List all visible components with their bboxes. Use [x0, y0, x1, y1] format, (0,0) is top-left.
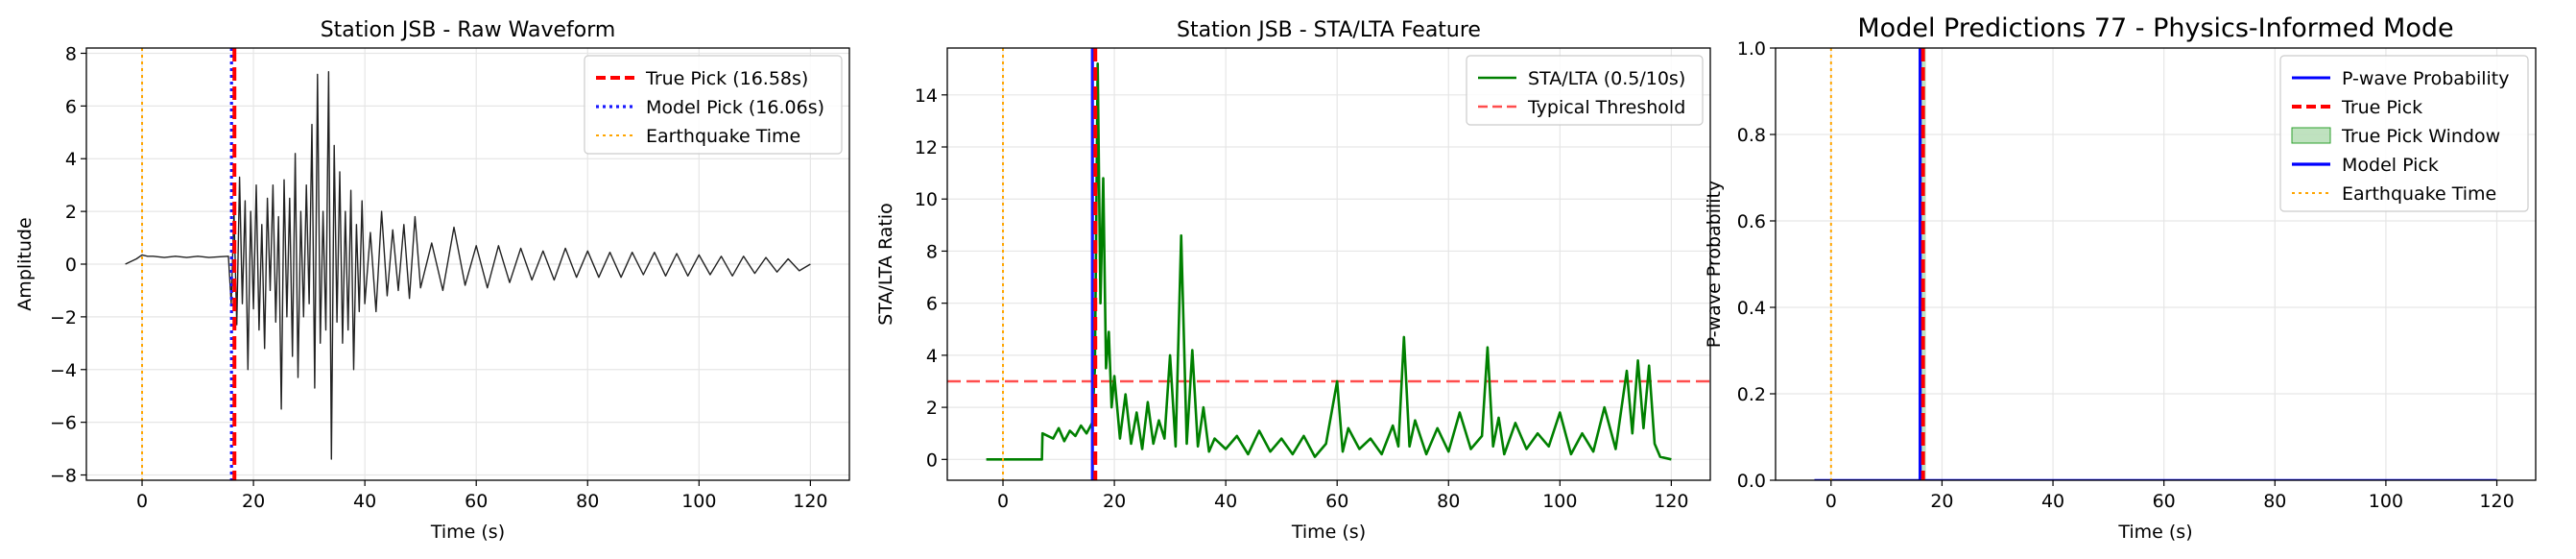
x-tick-label: 80 [576, 491, 599, 512]
x-tick-label: 60 [2153, 491, 2176, 512]
legend-label: Model Pick [2342, 155, 2439, 176]
x-tick-label: 80 [1437, 491, 1460, 512]
legend: True Pick (16.58s) Model Pick (16.06s) Ear… [584, 55, 843, 155]
plot-area [1814, 48, 2497, 480]
chart-title: Model Predictions 77 - Physics-Informed … [1857, 13, 2453, 43]
x-tick-label: 100 [681, 491, 716, 512]
x-tick-label: 120 [793, 491, 827, 512]
x-tick-label: 0 [1825, 491, 1837, 512]
y-tick-label: 4 [65, 149, 77, 170]
y-tick-label: −6 [50, 413, 77, 434]
legend-label: Typical Threshold [1527, 97, 1685, 118]
legend-box [1466, 55, 1704, 126]
x-tick-label: 120 [2479, 491, 2514, 512]
legend: STA/LTA (0.5/10s) Typical Threshold [1466, 55, 1704, 126]
x-tick-label: 40 [2041, 491, 2064, 512]
legend: P-wave Probability True Pick True Pick Win… [2279, 55, 2529, 212]
x-tick-label: 20 [1103, 491, 1126, 512]
legend-swatch [2291, 127, 2331, 144]
y-tick-label: 6 [65, 96, 77, 117]
y-tick-label: 0 [65, 255, 77, 276]
chart-title: Station JSB - STA/LTA Feature [1177, 18, 1481, 42]
y-axis-label: STA/LTA Ratio [875, 203, 896, 326]
y-tick-label: 8 [926, 241, 938, 262]
axes-frame [1775, 47, 2537, 481]
legend-label: Earthquake Time [2342, 183, 2496, 205]
x-axis-label: Time (s) [2117, 522, 2192, 543]
chart-title: Station JSB - Raw Waveform [321, 18, 616, 42]
subplot-3: 0 20 40 60 80 100 120 0.0 0.2 0.4 0.6 0.8 1.0 Model P… [1704, 13, 2537, 543]
y-tick-label: 6 [926, 294, 938, 315]
legend-label: STA/LTA (0.5/10s) [1528, 68, 1685, 89]
x-tick-label: 20 [1930, 491, 1953, 512]
y-tick-label: 0.2 [1737, 384, 1766, 405]
legend-label: Earthquake Time [646, 126, 800, 147]
x-tick-label: 120 [1654, 491, 1688, 512]
x-tick-label: 0 [136, 491, 148, 512]
axes-frame [946, 47, 1711, 481]
y-tick-label: 1.0 [1737, 38, 1766, 60]
legend-label: P-wave Probability [2342, 68, 2510, 89]
legend-label: True Pick [2341, 97, 2422, 118]
y-tick-label: 0.0 [1737, 471, 1766, 492]
x-tick-label: 20 [242, 491, 265, 512]
plot-area [125, 48, 811, 480]
x-tick-label: 100 [1542, 491, 1577, 512]
x-tick-label: 100 [2369, 491, 2403, 512]
y-tick-label: 10 [915, 189, 938, 210]
y-tick-label: 0.6 [1737, 211, 1766, 232]
series-line-1 [986, 62, 1672, 461]
y-tick-label: 12 [915, 137, 938, 158]
subplot-2: 0 20 40 60 80 100 120 0 2 4 6 8 10 12 14 Station JSB - … [875, 18, 1711, 543]
y-tick-label: 0.4 [1737, 298, 1766, 319]
legend-label: True Pick Window [2341, 126, 2500, 147]
x-tick-label: 80 [2263, 491, 2286, 512]
y-tick-label: −4 [50, 360, 77, 381]
y-tick-label: 14 [915, 85, 938, 107]
x-axis-label: Time (s) [1291, 522, 1366, 543]
x-tick-label: 60 [1325, 491, 1348, 512]
y-axis-label: Amplitude [14, 217, 36, 310]
x-axis-label: Time (s) [430, 522, 505, 543]
y-tick-label: 2 [926, 398, 938, 419]
legend-box [584, 55, 843, 155]
y-tick-label: 2 [65, 202, 77, 223]
y-tick-label: −8 [50, 466, 77, 487]
y-tick-label: 0 [926, 450, 938, 471]
subplot-1: 0 20 40 60 80 100 120 −8 −6 −4 −2 0 2 4 6 8 Station JSB … [14, 18, 850, 543]
x-tick-label: 40 [1214, 491, 1237, 512]
y-tick-label: 0.8 [1737, 125, 1766, 146]
legend-label: True Pick (16.58s) [645, 68, 808, 89]
y-tick-label: −2 [50, 307, 77, 328]
legend-label: Model Pick (16.06s) [646, 97, 824, 118]
plot-area [947, 48, 1710, 480]
x-tick-label: 40 [353, 491, 376, 512]
y-tick-label: 8 [65, 43, 77, 64]
x-tick-label: 60 [465, 491, 488, 512]
x-tick-label: 0 [997, 491, 1009, 512]
y-tick-label: 4 [926, 346, 938, 367]
legend-box [2279, 55, 2529, 212]
y-axis-label: P-wave Probability [1704, 181, 1725, 349]
series-line-1 [125, 70, 811, 460]
